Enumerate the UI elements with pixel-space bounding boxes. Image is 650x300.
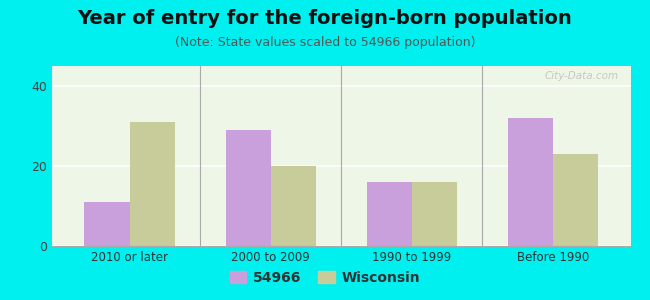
Bar bbox=[508, 118, 553, 246]
Bar bbox=[129, 122, 175, 246]
Text: City-Data.com: City-Data.com bbox=[545, 71, 619, 81]
Text: (Note: State values scaled to 54966 population): (Note: State values scaled to 54966 popu… bbox=[175, 36, 475, 49]
Bar bbox=[412, 182, 457, 246]
Text: Year of entry for the foreign-born population: Year of entry for the foreign-born popul… bbox=[77, 9, 573, 28]
Bar bbox=[553, 154, 598, 246]
Bar bbox=[367, 182, 412, 246]
Bar bbox=[84, 202, 129, 246]
Bar bbox=[270, 166, 316, 246]
Legend: 54966, Wisconsin: 54966, Wisconsin bbox=[224, 265, 426, 290]
Bar bbox=[226, 130, 270, 246]
